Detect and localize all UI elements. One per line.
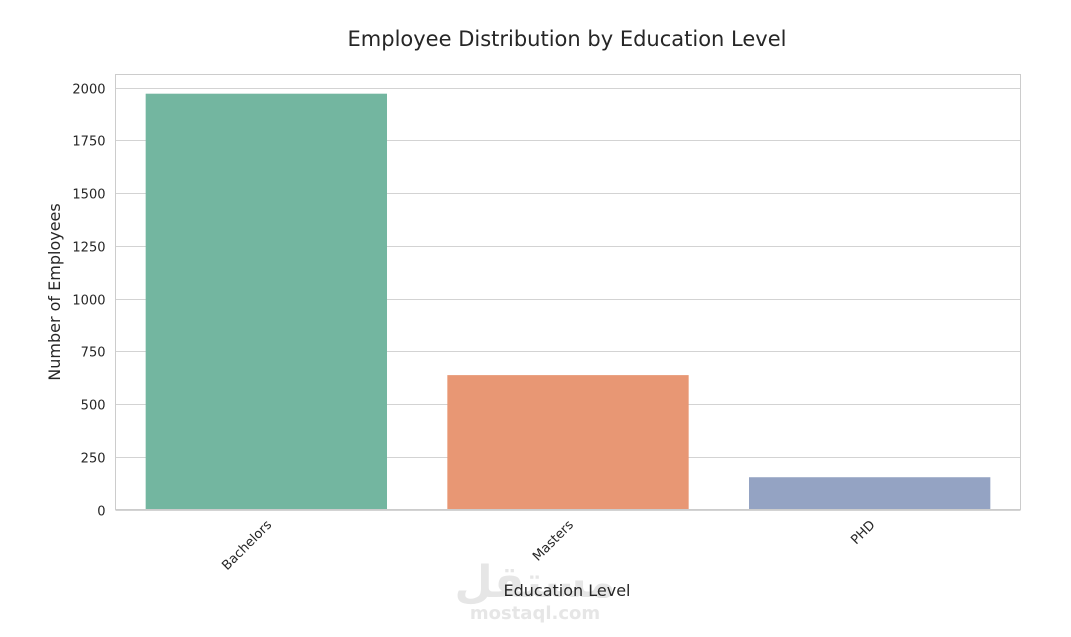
y-tick-label: 1000 [72, 294, 105, 309]
y-tick-label: 1250 [72, 241, 105, 256]
y-tick-label: 1500 [72, 188, 105, 203]
watermark-latin: mostaql.com [470, 603, 600, 624]
watermark: مستقل mostaql.com [455, 557, 616, 624]
chart-title: Employee Distribution by Education Level [348, 27, 787, 51]
y-tick-label: 750 [81, 346, 106, 361]
y-tick-label: 2000 [72, 83, 105, 98]
y-tick-label: 0 [97, 505, 105, 520]
bars [145, 93, 991, 510]
x-tick-label: Bachelors [219, 518, 275, 574]
watermark-arabic: مستقل [455, 557, 616, 608]
y-tick-label: 500 [81, 399, 106, 414]
bar-phd [749, 477, 991, 510]
y-tick-label: 1750 [72, 135, 105, 150]
x-axis-label: Education Level [504, 581, 631, 600]
y-axis-label: Number of Employees [45, 203, 64, 380]
bar-masters [447, 375, 689, 510]
x-tick-label: PHD [848, 518, 878, 548]
bar-bachelors [145, 93, 387, 510]
plot-frame [115, 74, 1021, 510]
y-tick-label: 250 [81, 452, 106, 467]
y-tick-labels: 0 250 500 750 1000 1250 1500 1750 2000 [72, 83, 105, 520]
